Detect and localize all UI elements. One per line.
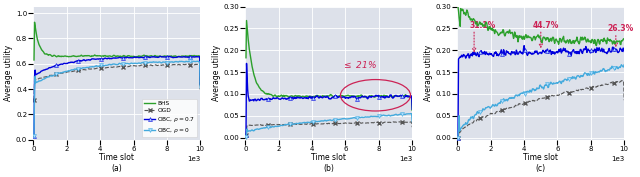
X-axis label: Time slot
(a): Time slot (a) (99, 153, 134, 173)
X-axis label: Time slot
(b): Time slot (b) (311, 153, 346, 173)
Legend: BHS, OGD, OBC, $\rho = 0.7$, OBC, $\rho = 0$: BHS, OGD, OBC, $\rho = 0.7$, OBC, $\rho … (142, 99, 197, 137)
Text: 26.3%: 26.3% (607, 24, 634, 33)
Text: 44.7%: 44.7% (532, 21, 559, 30)
Y-axis label: Average utility: Average utility (212, 45, 221, 101)
Y-axis label: Average utility: Average utility (424, 45, 433, 101)
Text: 31.1%: 31.1% (469, 21, 495, 30)
X-axis label: Time slot
(c): Time slot (c) (524, 153, 558, 173)
Text: $\leq$ 21%: $\leq$ 21% (342, 59, 377, 70)
Y-axis label: Average utility: Average utility (4, 45, 13, 101)
